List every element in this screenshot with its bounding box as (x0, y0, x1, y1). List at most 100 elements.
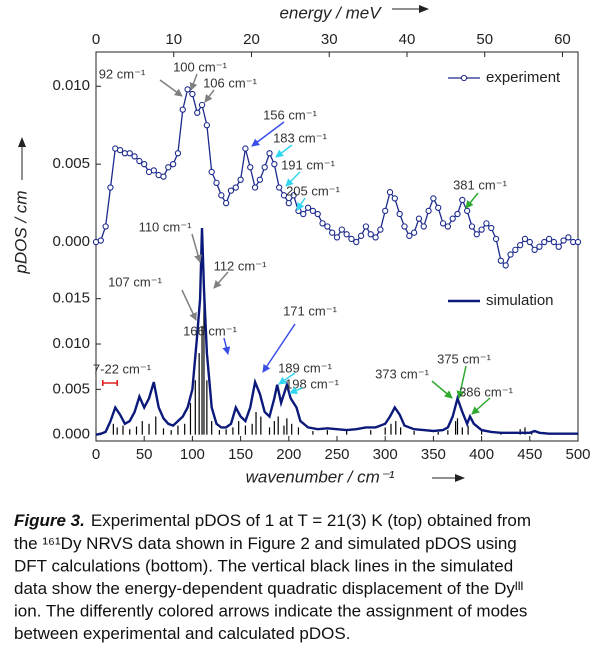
data-point (367, 231, 374, 238)
data-point (502, 262, 509, 269)
annotation: 381 cm⁻¹ (453, 177, 507, 192)
data-point (401, 223, 408, 230)
data-point (319, 220, 326, 227)
data-point (396, 210, 403, 218)
x-tick-label: 500 (565, 446, 590, 463)
annotation: 112 cm⁻¹ (214, 258, 268, 273)
data-point (198, 101, 206, 109)
data-point (227, 187, 235, 194)
caption-text: data show the energy-dependent quadratic… (14, 579, 523, 598)
x2-tick-label: 20 (243, 31, 260, 48)
data-point (203, 122, 211, 129)
x2-tick-label: 0 (92, 31, 100, 48)
data-point (314, 210, 321, 218)
annotation: 198 cm⁻¹ (285, 376, 339, 391)
annotation-arrow (431, 380, 453, 399)
data-point (382, 207, 389, 215)
annotation: 110 cm⁻¹ (139, 219, 193, 234)
caption-text: Experimental pDOS of 1 at T = 21(3) K (t… (91, 511, 531, 530)
range-bracket (101, 380, 119, 386)
data-point (256, 176, 264, 183)
data-point (309, 207, 317, 215)
data-point (247, 164, 254, 171)
caption-text: ion. The differently colored arrows indi… (14, 601, 527, 620)
data-point (136, 157, 143, 165)
data-point (251, 184, 259, 191)
annotation-arrow (289, 386, 303, 394)
annotation: 191 cm⁻¹ (281, 157, 335, 172)
data-point (386, 189, 394, 196)
data-point (526, 238, 533, 246)
data-point (507, 251, 514, 258)
annotation: 386 cm⁻¹ (459, 384, 513, 399)
data-point (454, 210, 461, 218)
data-point (285, 199, 292, 207)
x-tick-label: 100 (180, 446, 205, 463)
data-point (353, 238, 360, 246)
data-point (463, 207, 471, 215)
annotation: 92 cm⁻¹ (99, 66, 146, 81)
y-tick-label: 0.010 (52, 77, 90, 94)
data-point (222, 199, 230, 207)
data-point (131, 153, 138, 160)
annotation-arrow (471, 397, 491, 415)
annotation-arrow (213, 271, 229, 289)
data-point (97, 237, 104, 244)
x-tick-label: 250 (324, 446, 349, 463)
x-tick-label: 300 (373, 446, 398, 463)
data-point (531, 246, 538, 253)
legend-label: simulation (486, 292, 554, 309)
annotation-arrow (251, 121, 285, 147)
data-point (550, 238, 558, 246)
annotation: 375 cm⁻¹ (437, 351, 491, 366)
data-point (169, 161, 177, 168)
data-point (160, 173, 167, 180)
data-point (126, 150, 133, 157)
data-point (218, 192, 225, 199)
x-tick-label: 350 (421, 446, 446, 463)
data-point (468, 223, 476, 230)
data-point (420, 223, 427, 230)
data-point (276, 184, 283, 191)
data-point (439, 220, 447, 227)
data-point (459, 196, 466, 204)
data-point (473, 231, 480, 238)
data-point (271, 161, 278, 168)
y-tick-label: 0.005 (52, 380, 90, 397)
data-point (266, 150, 273, 157)
data-point (261, 164, 268, 171)
x2-tick-label: 10 (165, 31, 182, 48)
annotation-arrow (262, 323, 296, 373)
data-point (536, 243, 543, 250)
top-axis-label: energy / meV (279, 3, 382, 22)
data-point (478, 226, 485, 233)
data-point (208, 168, 215, 176)
data-point (165, 164, 172, 171)
data-point (492, 235, 500, 243)
annotation: 7-22 cm⁻¹ (93, 361, 152, 376)
annotation: 156 cm⁻¹ (263, 107, 317, 122)
annotation-arrow (465, 192, 479, 209)
data-point (338, 226, 345, 233)
annotation: 171 cm⁻¹ (283, 303, 337, 318)
data-point (348, 235, 355, 243)
annotation-arrow (278, 372, 296, 385)
annotation-arrow (275, 144, 293, 158)
annotation: 205 cm⁻¹ (286, 183, 340, 198)
y-tick-label: 0.015 (52, 290, 90, 307)
x2-tick-label: 30 (321, 31, 338, 48)
data-point (329, 229, 336, 236)
caption-text: DFT calculations (bottom). The vertical … (14, 556, 513, 575)
data-point (555, 243, 562, 250)
data-point (565, 234, 572, 241)
data-point (541, 238, 548, 246)
data-point (377, 226, 384, 233)
x2-tick-label: 40 (399, 31, 416, 48)
annotation-arrow (285, 171, 301, 187)
annotation: 106 cm⁻¹ (203, 75, 257, 90)
data-point (362, 223, 370, 230)
data-point (574, 238, 582, 246)
data-point (444, 223, 452, 230)
